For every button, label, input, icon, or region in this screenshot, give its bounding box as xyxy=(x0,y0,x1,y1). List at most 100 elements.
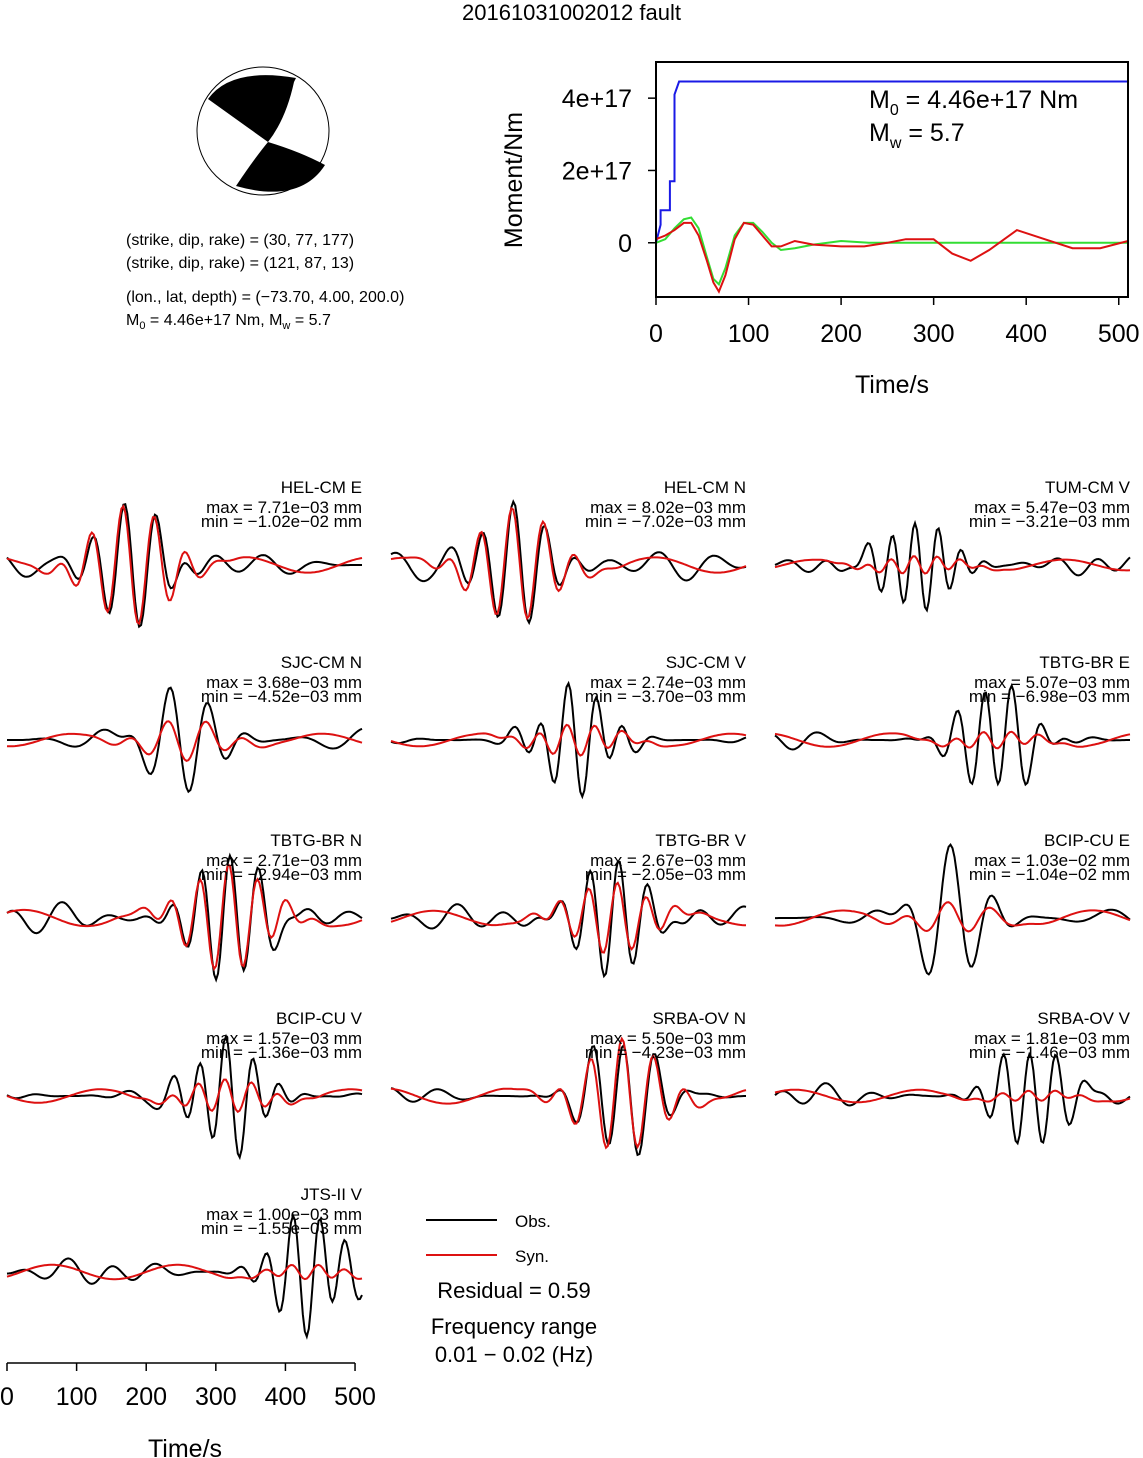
trace-station-label: SJC-CM V xyxy=(666,653,747,672)
observed-trace xyxy=(774,1051,1131,1146)
trace-station-label: JTS-II V xyxy=(301,1185,363,1204)
trace-station-label: HEL-CM N xyxy=(664,478,746,497)
trace-min-label: min = −3.21e−03 mm xyxy=(969,512,1130,531)
synthetic-trace xyxy=(774,1088,1131,1104)
waveform-x-tick-label: 200 xyxy=(125,1383,167,1411)
beachball-compressional-quadrant-2 xyxy=(236,142,325,192)
trace-station-label: SJC-CM N xyxy=(281,653,362,672)
trace-station-label: BCIP-CU E xyxy=(1044,831,1130,850)
trace-max-label: max = 1.57e−03 mm xyxy=(206,1029,362,1048)
nodal-plane-1: (strike, dip, rake) = (30, 77, 177) xyxy=(126,232,355,249)
synthetic-trace xyxy=(6,1078,363,1114)
frequency-range-label: Frequency range xyxy=(431,1314,597,1339)
trace-min-label: min = −4.23e−03 mm xyxy=(585,1043,746,1062)
synthetic-trace xyxy=(774,730,1131,750)
moment-y-tick-label: 2e+17 xyxy=(562,157,632,185)
waveform-x-tick-label: 300 xyxy=(195,1383,237,1411)
trace-max-label: max = 1.03e−02 mm xyxy=(974,851,1130,870)
mw-value: = 5.7 xyxy=(290,312,331,329)
waveform-x-axis-label: Time/s xyxy=(148,1435,222,1458)
synthetic-trace xyxy=(774,901,1131,933)
trace-min-label: min = −1.02e−02 mm xyxy=(201,512,362,531)
trace-max-label: max = 5.47e−03 mm xyxy=(974,498,1130,517)
trace-max-label: max = 1.00e−03 mm xyxy=(206,1205,362,1224)
mw-subscript: w xyxy=(282,320,291,333)
trace-station-label: SRBA-OV V xyxy=(1037,1009,1130,1028)
observed-trace xyxy=(775,842,1131,976)
trace-max-label: max = 7.71e−03 mm xyxy=(206,498,362,517)
synthetic-trace xyxy=(6,504,363,626)
moment-series-2 xyxy=(655,216,1128,287)
trace-min-label: min = −7.02e−03 mm xyxy=(585,512,746,531)
moment-x-tick-label: 200 xyxy=(820,320,862,348)
trace-min-label: min = −4.52e−03 mm xyxy=(201,687,362,706)
synthetic-trace xyxy=(390,1036,747,1150)
observed-trace xyxy=(774,519,1131,613)
trace-max-label: max = 2.74e−03 mm xyxy=(590,673,746,692)
moment-x-tick-label: 400 xyxy=(1005,320,1047,348)
trace-max-label: max = 5.50e−03 mm xyxy=(590,1029,746,1048)
trace-max-label: max = 1.81e−03 mm xyxy=(974,1029,1130,1048)
trace-station-label: TBTG-BR N xyxy=(270,831,362,850)
trace-station-label: SRBA-OV N xyxy=(652,1009,746,1028)
frequency-range-value: 0.01 − 0.02 (Hz) xyxy=(435,1342,593,1367)
trace-station-label: TBTG-BR E xyxy=(1039,653,1130,672)
trace-min-label: min = −6.98e−03 mm xyxy=(969,687,1130,706)
trace-station-label: BCIP-CU V xyxy=(276,1009,363,1028)
nodal-plane-2: (strike, dip, rake) = (121, 87, 13) xyxy=(126,255,355,272)
source-location: (lon., lat, depth) = (−73.70, 4.00, 200.… xyxy=(126,289,405,306)
page-title: 20161031002012 fault xyxy=(462,0,681,25)
trace-max-label: max = 5.07e−03 mm xyxy=(974,673,1130,692)
observed-trace xyxy=(6,852,363,983)
synthetic-trace xyxy=(6,720,363,763)
legend-obs-label: Obs. xyxy=(515,1212,551,1231)
trace-min-label: min = −2.05e−03 mm xyxy=(585,865,746,884)
moment-mw-annotation: Mw = 5.7 xyxy=(869,119,965,152)
moment-magnitude-line: M0 = 4.46e+17 Nm, Mw = 5.7 xyxy=(126,310,331,337)
trace-station-label: TBTG-BR V xyxy=(655,831,746,850)
residual-label: Residual = 0.59 xyxy=(437,1278,591,1303)
legend-syn-label: Syn. xyxy=(515,1247,549,1266)
synthetic-trace xyxy=(6,863,363,972)
observed-trace xyxy=(6,1212,363,1340)
moment-x-tick-label: 100 xyxy=(728,320,770,348)
synthetic-trace xyxy=(774,555,1131,575)
moment-series-3 xyxy=(655,221,1129,294)
trace-max-label: max = 3.68e−03 mm xyxy=(206,673,362,692)
moment-chart: 0 100 200 300 400 500 0 2e+17 4e+17 Time/s Moment/… xyxy=(500,61,1140,399)
observed-trace xyxy=(6,502,362,629)
synthetic-trace xyxy=(390,723,747,757)
trace-min-label: min = −2.94e−03 mm xyxy=(201,865,362,884)
trace-station-label: TUM-CM V xyxy=(1045,478,1131,497)
moment-x-tick-label: 500 xyxy=(1098,320,1140,348)
synthetic-trace xyxy=(390,881,746,954)
m0-subscript: 0 xyxy=(139,320,146,333)
m0-symbol: M xyxy=(126,312,140,329)
trace-min-label: min = −1.36e−03 mm xyxy=(201,1043,362,1062)
waveform-x-tick-label: 500 xyxy=(334,1383,376,1411)
trace-min-label: min = −1.46e−03 mm xyxy=(969,1043,1130,1062)
moment-m0-annotation: M0 = 4.46e+17 Nm xyxy=(869,86,1078,119)
trace-station-label: HEL-CM E xyxy=(281,478,362,497)
waveform-x-tick-label: 400 xyxy=(265,1383,307,1411)
observed-trace xyxy=(774,682,1130,787)
trace-max-label: max = 8.02e−03 mm xyxy=(590,498,746,517)
beachball-compressional-quadrant-1 xyxy=(208,75,296,142)
trace-min-label: min = −1.55e−03 mm xyxy=(201,1219,362,1238)
trace-min-label: min = −3.70e−03 mm xyxy=(585,687,746,706)
m0-value: = 4.46e+17 Nm, M xyxy=(145,312,283,329)
trace-min-label: min = −1.04e−02 mm xyxy=(969,865,1130,884)
